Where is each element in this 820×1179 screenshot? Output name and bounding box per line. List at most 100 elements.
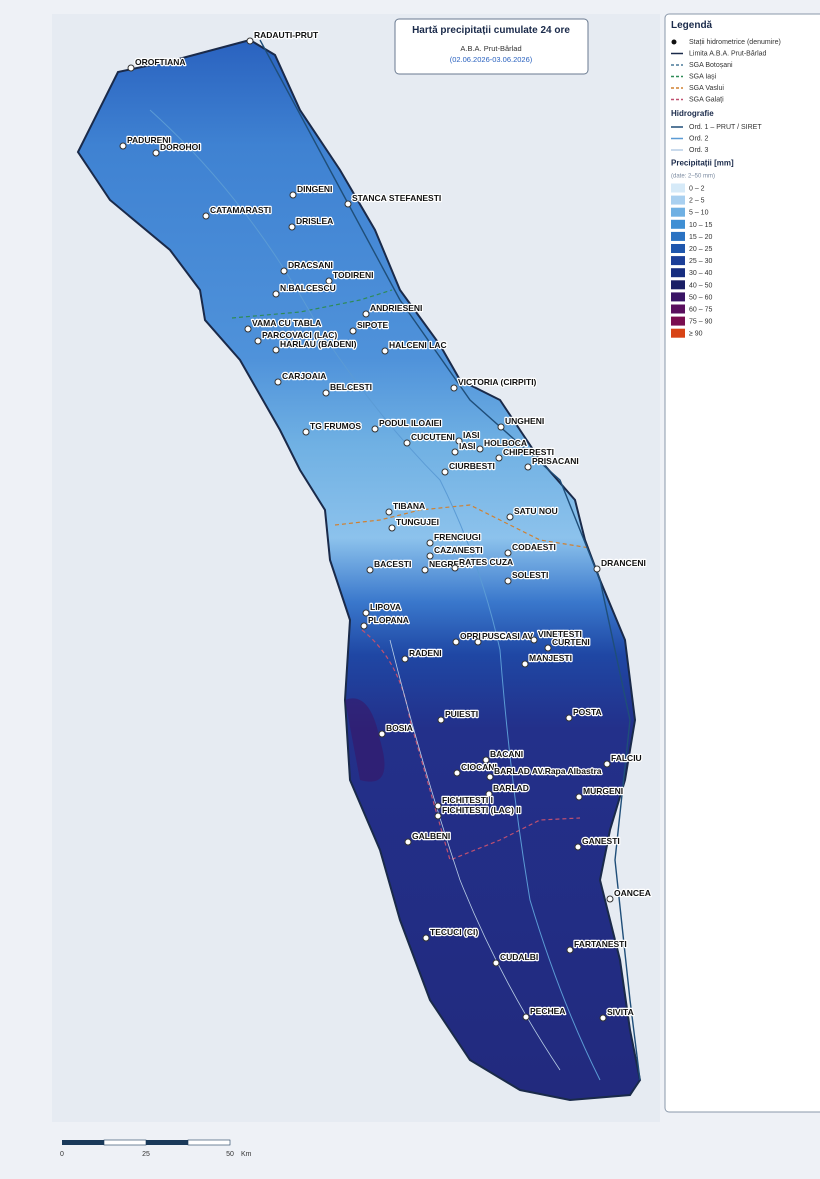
station-label: GALBENI	[412, 831, 450, 841]
station-marker	[378, 730, 386, 738]
basin	[76, 38, 642, 1102]
station-label: CAZANESTI	[434, 545, 483, 555]
scale-segment	[103, 1139, 147, 1146]
station-label: PARCOVACI (LAC)	[262, 330, 337, 340]
station-marker	[530, 636, 538, 644]
legend-label: 2 – 5	[689, 198, 705, 205]
station-marker	[521, 660, 529, 668]
station-marker	[437, 716, 445, 724]
station-label: VAMA CU TABLA	[252, 318, 321, 328]
legend-title: Legendă	[671, 20, 713, 31]
station-marker	[495, 454, 503, 462]
station-marker	[289, 191, 297, 199]
station-label: PUIESTI	[445, 709, 478, 719]
station-label: HOLBOCA	[484, 438, 527, 448]
station-label: OPRISESTI	[460, 631, 505, 641]
station-label: VICTORIA (CIRPITI)	[458, 377, 537, 387]
station-label: PLOPANA	[368, 615, 409, 625]
station-label: CATAMARASTI	[210, 205, 271, 215]
sga-boundary	[361, 629, 581, 861]
station-marker	[434, 802, 442, 810]
station-marker	[254, 337, 262, 345]
station-label: PODUL ILOAIEI	[379, 418, 442, 428]
station-marker	[544, 644, 552, 652]
scale-unit: Km	[241, 1151, 252, 1158]
legend-swatch	[671, 280, 685, 290]
station-marker	[474, 638, 482, 646]
station-label: VINETESTI	[538, 629, 582, 639]
station-marker	[401, 655, 409, 663]
station-label: IASI	[463, 430, 480, 440]
station-marker	[455, 437, 463, 445]
station-marker	[441, 468, 449, 476]
station-marker	[451, 564, 459, 572]
station-marker	[421, 566, 429, 574]
legend: Legendă Stații hidrometrice (denumire) Lim…	[671, 20, 781, 338]
station-marker	[574, 843, 582, 851]
station-label: CHIPERESTI	[503, 447, 554, 457]
station-label: DRANCENI	[601, 558, 646, 568]
station-marker	[362, 310, 370, 318]
scale-bar: 0 25 50 Km	[60, 1139, 252, 1158]
station-marker	[599, 1014, 607, 1022]
station-marker	[426, 552, 434, 560]
map-subtitle: A.B.A. Prut-Bârlad	[460, 44, 521, 53]
legend-label: 30 – 40	[689, 270, 712, 277]
station-label: FICHITESTI (LAC) II	[442, 805, 521, 815]
station-marker	[371, 425, 379, 433]
station-marker	[524, 463, 532, 471]
station-marker	[450, 384, 458, 392]
legend-label: 25 – 30	[689, 258, 712, 265]
station-marker	[381, 347, 389, 355]
legend-label: ≥ 90	[689, 331, 703, 338]
legend-label: Ord. 1 – PRUT / SIRET	[689, 124, 762, 131]
scale-segment	[62, 1140, 104, 1145]
station-marker	[476, 445, 484, 453]
station-marker	[272, 346, 280, 354]
station-marker	[485, 790, 493, 798]
title-box	[394, 18, 589, 75]
scale-label: 25	[142, 1151, 150, 1158]
station-marker	[349, 327, 357, 335]
legend-label: SGA Botoșani	[689, 62, 733, 69]
station-marker	[453, 769, 461, 777]
legend-swatch	[671, 268, 685, 278]
legend-swatch	[671, 244, 685, 253]
legend-label: 40 – 50	[689, 282, 712, 289]
station-label: POSTA	[573, 707, 602, 717]
station-marker	[302, 428, 310, 436]
station-label: BARLAD AV.Rapa Albastra	[494, 766, 602, 776]
station-marker	[344, 200, 352, 208]
station-marker	[272, 290, 280, 298]
station-label: BOSIA	[386, 723, 413, 733]
station-label: PUSCASI AV.	[482, 631, 535, 641]
station-label: BARLAD	[493, 783, 529, 793]
station-label: PADURENI	[127, 135, 171, 145]
station-marker	[127, 64, 135, 72]
legend-label: SGA Vaslui	[689, 85, 724, 92]
station-label: CIOCANI	[461, 762, 497, 772]
station-marker	[152, 149, 160, 157]
station-label: FRENCIUGI	[434, 532, 481, 542]
station-marker	[575, 793, 583, 801]
river	[389, 639, 561, 1071]
station-label: BELCESTI	[330, 382, 372, 392]
station-marker	[451, 448, 459, 456]
legend-panel	[664, 13, 820, 1113]
legend-label: 75 – 90	[689, 319, 712, 326]
station-marker	[566, 946, 574, 954]
station-marker	[244, 325, 252, 333]
legend-label: Ord. 3	[689, 147, 709, 154]
station-label: PECHEA	[530, 1006, 565, 1016]
station-marker	[385, 508, 393, 516]
station-marker	[504, 577, 512, 585]
station-marker	[486, 773, 494, 781]
legend-swatch	[671, 292, 685, 302]
station-label: MURGENI	[583, 786, 623, 796]
sga-boundary	[334, 504, 591, 549]
station-label: LIPOVA	[370, 602, 401, 612]
legend-label: 60 – 75	[689, 307, 712, 314]
station-label: DOROHOI	[160, 142, 201, 152]
station-marker	[497, 423, 505, 431]
